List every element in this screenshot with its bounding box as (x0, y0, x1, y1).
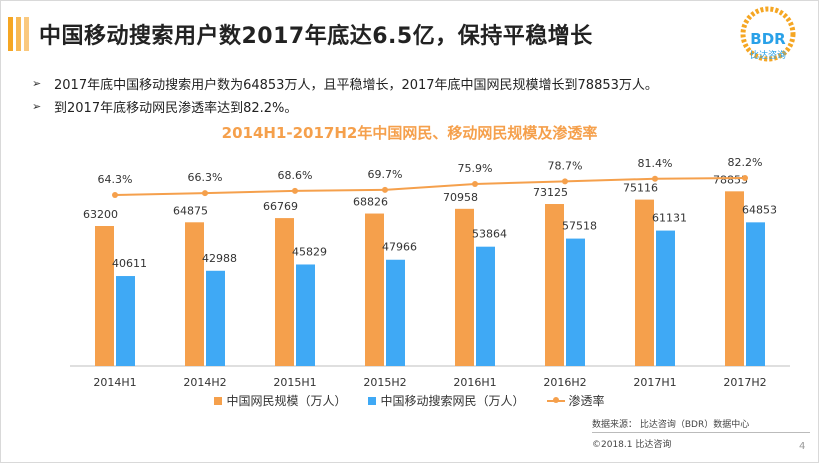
penetration-label: 66.3% (188, 171, 223, 184)
bar-label-mobile-search: 45829 (292, 245, 327, 258)
bar-label-mobile-search: 61131 (652, 212, 687, 225)
chart-legend: 中国网民规模（万人） 中国移动搜索网民（万人） 渗透率 (0, 392, 819, 409)
bar-label-netizens: 66769 (263, 200, 298, 213)
logo-ring-icon (740, 6, 796, 62)
bar-label-netizens: 75116 (623, 182, 658, 195)
x-tick-label: 2017H2 (723, 376, 766, 389)
bar-label-mobile-search: 57518 (562, 220, 597, 233)
bar-label-netizens: 64875 (173, 204, 208, 217)
bullet-list: ➢ 2017年底中国移动搜索用户数为64853万人，且平稳增长，2017年底中国… (32, 72, 658, 118)
bar-mobile-search (656, 230, 675, 366)
x-tick-label: 2016H1 (453, 376, 496, 389)
bdr-logo: BDR 比达咨询 (736, 6, 800, 66)
bar-label-mobile-search: 64853 (742, 203, 777, 216)
legend-item-penetration: 渗透率 (546, 392, 605, 409)
penetration-line (114, 177, 746, 196)
bar-label-mobile-search: 42988 (202, 252, 237, 265)
penetration-label: 81.4% (638, 157, 673, 170)
bullet-arrow-icon: ➢ (32, 77, 42, 90)
bar-mobile-search (566, 238, 585, 366)
bar-mobile-search (386, 259, 405, 366)
bullet-text: 2017年底中国移动搜索用户数为64853万人，且平稳增长，2017年底中国网民… (54, 78, 658, 93)
bar-mobile-search (746, 222, 765, 366)
bullet-arrow-icon: ➢ (32, 100, 42, 113)
bar-netizens (545, 204, 564, 366)
penetration-label: 82.2% (728, 156, 763, 169)
footer-divider (592, 432, 810, 433)
penetration-point (472, 180, 478, 187)
bar-label-netizens: 68826 (353, 196, 388, 209)
legend-label: 渗透率 (568, 394, 605, 408)
bar-mobile-search (116, 276, 135, 366)
penetration-label: 69.7% (368, 168, 403, 181)
bar-label-mobile-search: 40611 (112, 257, 147, 270)
bar-netizens (185, 222, 204, 366)
legend-line-marker-icon (546, 396, 565, 403)
penetration-point (382, 186, 388, 193)
bar-netizens (455, 208, 474, 366)
data-source: 数据来源： 比达咨询（BDR）数据中心 (592, 420, 750, 430)
x-tick-label: 2015H2 (363, 376, 406, 389)
bar-netizens (725, 191, 744, 366)
penetration-point (292, 187, 298, 194)
page-number: 4 (799, 441, 806, 452)
title-accent-stripes (8, 17, 29, 51)
legend-swatch-blue-icon (368, 396, 377, 405)
bar-mobile-search (296, 264, 315, 366)
penetration-point (562, 178, 568, 185)
bullet-text: 到2017年底移动网民渗透率达到82.2%。 (54, 101, 298, 116)
bar-netizens (365, 213, 384, 366)
legend-item-netizens: 中国网民规模（万人） (214, 392, 346, 409)
x-tick-label: 2014H1 (93, 376, 136, 389)
page-title: 中国移动搜索用户数2017年底达6.5亿，保持平稳增长 (39, 24, 593, 49)
bar-label-mobile-search: 47966 (382, 241, 417, 254)
logo-text: BDR (750, 30, 786, 48)
bullet-item: ➢ 2017年底中国移动搜索用户数为64853万人，且平稳增长，2017年底中国… (32, 72, 658, 95)
bar-label-mobile-search: 53864 (472, 228, 507, 241)
penetration-point (112, 192, 118, 198)
x-tick-label: 2017H1 (633, 376, 676, 389)
copyright: ©2018.1 比达咨询 (592, 440, 672, 450)
title-bar: 中国移动搜索用户数2017年底达6.5亿，保持平稳增长 (8, 14, 593, 54)
x-tick-label: 2014H2 (183, 376, 226, 389)
chart-title: 2014H1-2017H2年中国网民、移动网民规模及渗透率 (221, 124, 598, 142)
bullet-item: ➢ 到2017年底移动网民渗透率达到82.2%。 (32, 95, 658, 118)
penetration-point (652, 175, 658, 182)
x-tick-label: 2015H1 (273, 376, 316, 389)
legend-item-mobile-search: 中国移动搜索网民（万人） (368, 392, 525, 409)
legend-label: 中国网民规模（万人） (226, 394, 347, 408)
bar-mobile-search (476, 246, 495, 366)
bar-label-netizens: 63200 (83, 208, 118, 221)
penetration-label: 78.7% (548, 159, 583, 172)
bar-label-netizens: 78853 (713, 173, 748, 186)
logo-subtext: 比达咨询 (749, 51, 786, 61)
legend-swatch-orange-icon (214, 396, 223, 405)
legend-label: 中国移动搜索网民（万人） (380, 394, 525, 408)
penetration-point (202, 190, 208, 197)
bar-netizens (95, 226, 114, 366)
penetration-point (742, 175, 748, 181)
bar-netizens (635, 199, 654, 366)
bar-netizens (275, 218, 294, 366)
x-tick-label: 2016H2 (543, 376, 586, 389)
bar-mobile-search (206, 270, 225, 366)
bar-label-netizens: 70958 (443, 191, 478, 204)
penetration-label: 75.9% (458, 162, 493, 175)
combo-chart: 63200 40611 2014H1 64875 42988 2014H2 66769 458… (70, 156, 790, 389)
bar-label-netizens: 73125 (533, 186, 568, 199)
penetration-label: 64.3% (98, 173, 133, 186)
penetration-label: 68.6% (278, 169, 313, 182)
